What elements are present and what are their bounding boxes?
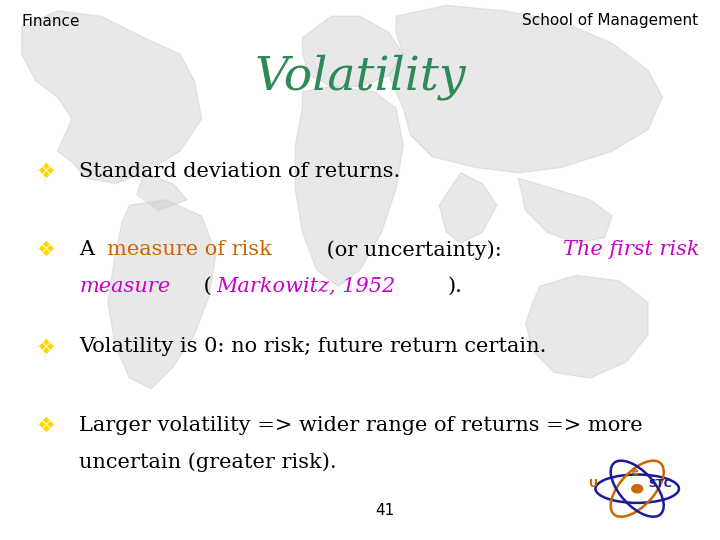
Text: ❖: ❖ (36, 240, 55, 260)
Polygon shape (295, 86, 403, 286)
Text: School of Management: School of Management (522, 14, 698, 29)
Polygon shape (302, 16, 403, 86)
Polygon shape (518, 178, 612, 243)
Text: (or uncertainty):: (or uncertainty): (320, 240, 508, 260)
Polygon shape (137, 173, 187, 211)
Text: 41: 41 (376, 503, 395, 518)
Text: Markowitz, 1952: Markowitz, 1952 (216, 277, 395, 296)
Text: measure of risk: measure of risk (107, 240, 272, 259)
Text: ❖: ❖ (36, 162, 55, 182)
Text: U: U (589, 479, 598, 489)
Text: Volatility: Volatility (254, 54, 466, 100)
Text: Larger volatility => wider range of returns => more: Larger volatility => wider range of retu… (79, 416, 643, 435)
Text: A: A (79, 240, 101, 259)
Text: The first risk: The first risk (563, 240, 700, 259)
Text: uncertain (greater risk).: uncertain (greater risk). (79, 453, 337, 472)
Text: Finance: Finance (22, 14, 80, 29)
Text: Volatility is 0: no risk; future return certain.: Volatility is 0: no risk; future return … (79, 338, 546, 356)
Text: (: ( (197, 277, 212, 296)
Circle shape (631, 484, 643, 493)
Polygon shape (526, 275, 648, 378)
Polygon shape (439, 173, 497, 243)
Text: STC: STC (648, 479, 672, 489)
Text: measure: measure (79, 277, 171, 296)
Text: ).: ). (447, 277, 462, 296)
Text: e: e (631, 467, 639, 477)
Polygon shape (22, 11, 202, 184)
Polygon shape (108, 200, 216, 389)
Text: Standard deviation of returns.: Standard deviation of returns. (79, 162, 400, 181)
Text: ❖: ❖ (36, 416, 55, 436)
Text: ❖: ❖ (36, 338, 55, 357)
Polygon shape (389, 5, 662, 173)
